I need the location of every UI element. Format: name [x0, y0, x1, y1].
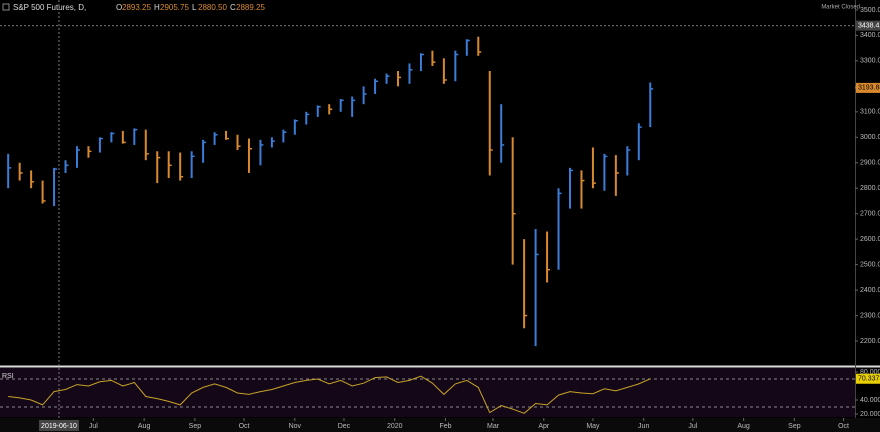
crosshair-date-box: [38, 420, 79, 431]
legend-key: O: [116, 3, 122, 12]
symbol-icon[interactable]: [2, 3, 10, 11]
last-price-label: 3193.88: [858, 85, 880, 92]
y-tick-label: 2500.00: [860, 261, 880, 268]
rsi-tick-label: 20.0000: [860, 411, 880, 418]
legend-key: C: [230, 3, 236, 12]
y-tick-label: 3100.00: [860, 109, 880, 116]
crosshair-price-box: [856, 20, 880, 31]
x-tick-label: Apr: [538, 423, 550, 430]
y-tick-label: 2800.00: [860, 185, 880, 192]
y-tick-label: 3500.00: [860, 7, 880, 14]
x-tick-label: Mar: [487, 423, 500, 430]
y-tick-label: 3300.00: [860, 58, 880, 65]
rsi-tick-label: 40.0000: [860, 397, 880, 404]
x-tick-label: Dec: [338, 423, 351, 430]
rsi-value-box: [856, 373, 880, 384]
x-tick-label: 2020: [387, 423, 403, 430]
x-tick-label: Feb: [439, 423, 451, 430]
y-tick-label: 2700.00: [860, 211, 880, 218]
x-tick-label: Nov: [289, 423, 302, 430]
y-tick-label: 2900.00: [860, 160, 880, 167]
x-tick-label: Jul: [89, 423, 98, 430]
legend-value: 2889.25: [236, 3, 265, 12]
y-tick-label: 2200.00: [860, 338, 880, 345]
rsi-tick-label: 80.0000: [860, 369, 880, 376]
last-price-box: [856, 82, 880, 93]
y-tick-label: 2600.00: [860, 236, 880, 243]
crosshair-date: 2019-06-10: [41, 423, 77, 430]
rsi-label[interactable]: RSI: [2, 373, 14, 380]
x-tick-label: Sep: [788, 423, 801, 430]
legend-value: 2893.25: [122, 3, 151, 12]
y-tick-label: 3000.00: [860, 134, 880, 141]
rsi-value-label: 70.3373: [858, 376, 880, 383]
x-tick-label: Aug: [138, 423, 151, 430]
rsi-line: [8, 375, 651, 414]
x-tick-label: Aug: [737, 423, 750, 430]
time-axis: [0, 418, 880, 432]
x-tick-label: Oct: [239, 423, 250, 430]
market-status: Market Closed: [821, 5, 860, 11]
legend-key: L: [192, 3, 197, 12]
legend-value: 2905.75: [160, 3, 189, 12]
x-tick-label: Jul: [688, 423, 697, 430]
legend-value: 2880.50: [198, 3, 227, 12]
crosshair-price: 3438.41: [858, 22, 880, 29]
rsi-panel: [0, 368, 855, 417]
x-tick-label: Oct: [838, 423, 849, 430]
legend-key: H: [154, 3, 160, 12]
y-tick-label: 2300.00: [860, 312, 880, 319]
y-tick-label: 3400.00: [860, 32, 880, 39]
x-tick-label: Jun: [638, 423, 649, 430]
x-tick-label: Sep: [189, 423, 202, 430]
x-tick-label: May: [586, 423, 600, 430]
y-tick-label: 2400.00: [860, 287, 880, 294]
symbol-title[interactable]: S&P 500 Futures, D,: [13, 3, 86, 12]
